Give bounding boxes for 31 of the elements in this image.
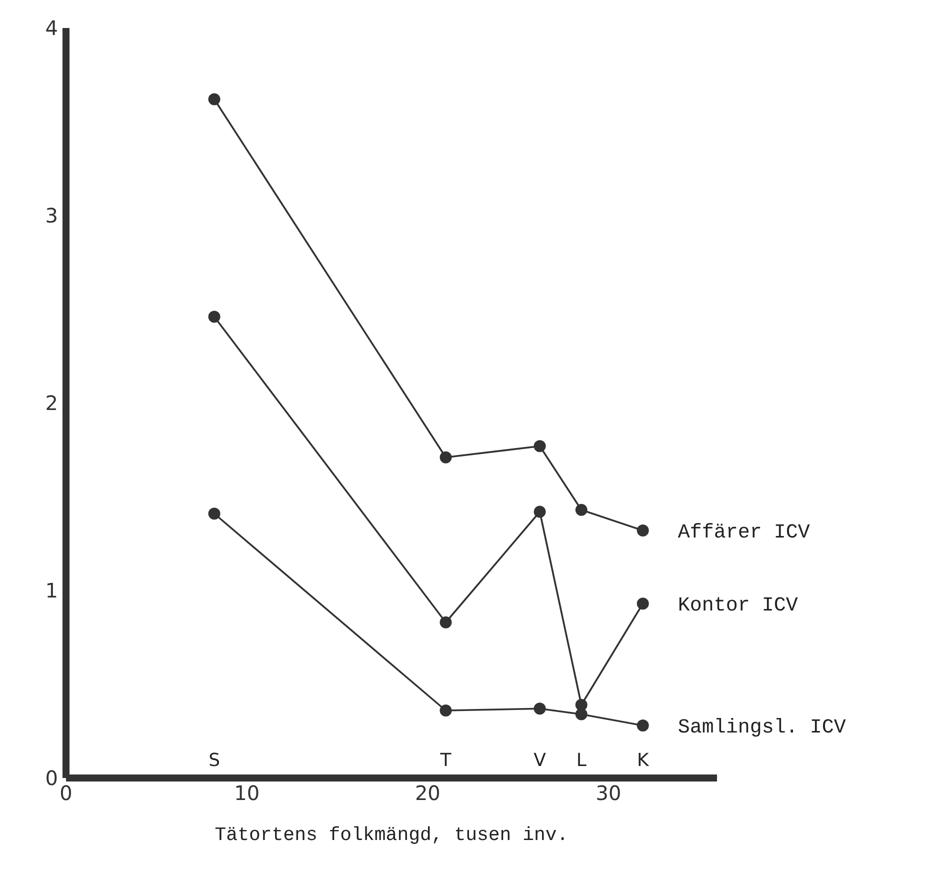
y-tick-label: 3: [45, 204, 58, 228]
series-label: Kontor ICV: [678, 594, 798, 618]
y-tick-label: 1: [45, 578, 58, 603]
annotation: S: [208, 750, 220, 771]
point: [636, 720, 649, 732]
annotation: K: [636, 750, 650, 771]
point: [440, 451, 452, 464]
point: [534, 440, 546, 452]
x-axis-title: Tätortens folkmängd, tusen inv.: [214, 824, 568, 846]
y-tick-label: 4: [45, 16, 58, 40]
annotation: V: [534, 750, 547, 771]
point: [534, 702, 546, 715]
x-tick-label: 30: [596, 781, 622, 806]
point: [440, 616, 452, 628]
annotation: L: [576, 750, 586, 771]
point: [440, 704, 452, 716]
point: [575, 504, 588, 516]
point: [208, 310, 220, 323]
series-label: Affärer ICV: [678, 522, 810, 544]
point: [636, 524, 649, 536]
point: [575, 708, 588, 720]
y-tick-label: 2: [45, 391, 58, 416]
point: [534, 506, 546, 518]
x-tick-label: 20: [414, 781, 440, 806]
annotation: T: [439, 750, 452, 771]
y-tick-label: 0: [45, 766, 58, 790]
x-tick-label: 10: [234, 781, 260, 806]
point: [208, 508, 220, 520]
point: [208, 93, 220, 106]
series-label: Samlingsl. ICV: [678, 716, 846, 740]
point: [636, 598, 649, 610]
